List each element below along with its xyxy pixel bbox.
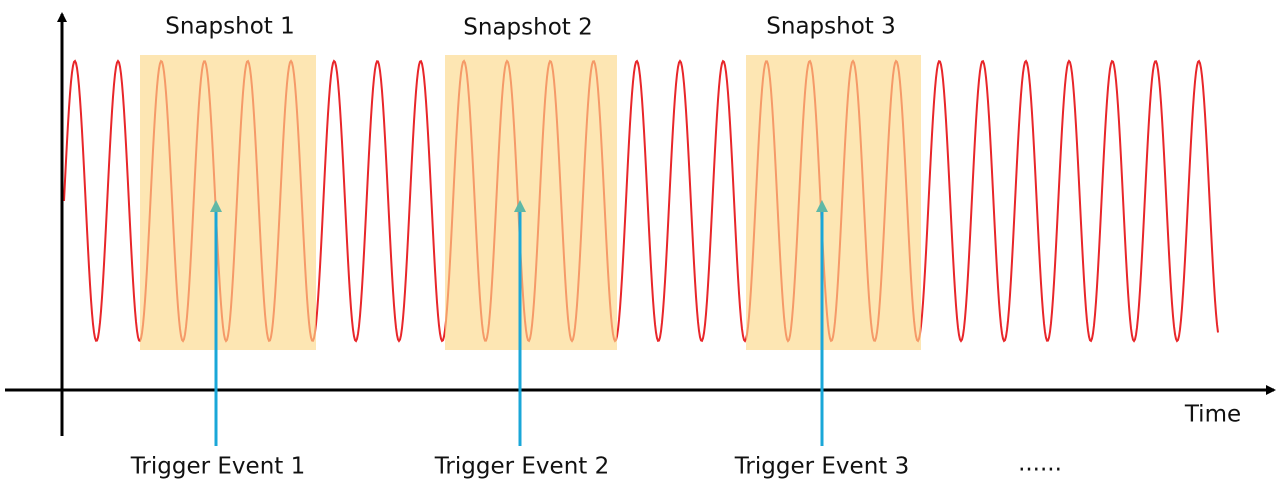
x-axis-label: Time [1184,402,1241,428]
snapshot-label: Snapshot 1 [165,14,294,40]
ellipsis: ...... [1018,451,1062,477]
snapshot-window [746,55,921,350]
snapshot-window [140,55,316,350]
trigger-label: Trigger Event 3 [734,454,909,480]
trigger-arrows [210,200,828,446]
snapshot-window [445,55,617,350]
trigger-label: Trigger Event 2 [434,454,609,480]
trigger-label: Trigger Event 1 [130,454,305,480]
snapshot-label: Snapshot 3 [766,14,895,40]
snapshot-label: Snapshot 2 [463,15,592,41]
snapshot-windows [140,55,921,350]
